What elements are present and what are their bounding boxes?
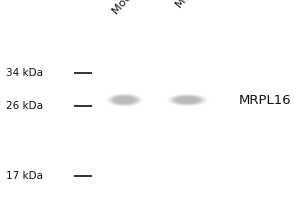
Ellipse shape [109,94,140,106]
Ellipse shape [106,93,143,107]
Text: Mouse heart: Mouse heart [111,0,163,16]
Ellipse shape [183,99,192,101]
Text: 26 kDa: 26 kDa [6,101,43,111]
Ellipse shape [108,94,141,106]
Ellipse shape [168,94,207,106]
Ellipse shape [110,95,139,105]
Ellipse shape [177,97,198,103]
Ellipse shape [123,99,127,101]
Ellipse shape [182,98,193,102]
Ellipse shape [107,94,142,106]
Ellipse shape [166,94,209,106]
Ellipse shape [170,95,205,105]
Ellipse shape [185,99,190,101]
Ellipse shape [175,96,201,104]
Text: 17 kDa: 17 kDa [6,171,43,181]
Text: 34 kDa: 34 kDa [6,68,43,78]
Ellipse shape [122,99,128,101]
Ellipse shape [120,98,129,102]
Ellipse shape [171,95,204,105]
Ellipse shape [117,97,132,103]
Ellipse shape [180,98,195,102]
Text: Mouse kidney: Mouse kidney [174,0,231,10]
Ellipse shape [119,98,130,102]
Ellipse shape [111,95,138,105]
Ellipse shape [176,96,200,104]
Text: MRPL16: MRPL16 [238,94,291,106]
Ellipse shape [114,96,135,104]
Ellipse shape [178,97,197,103]
Ellipse shape [105,93,144,107]
Ellipse shape [113,96,136,104]
Ellipse shape [112,95,137,105]
Ellipse shape [173,96,202,104]
Ellipse shape [121,99,128,101]
Ellipse shape [169,94,206,106]
Ellipse shape [167,94,208,106]
Ellipse shape [184,99,191,101]
Ellipse shape [116,97,133,103]
Ellipse shape [172,95,203,105]
Ellipse shape [179,97,196,103]
Ellipse shape [118,98,131,102]
Ellipse shape [115,97,134,104]
Ellipse shape [181,98,194,102]
